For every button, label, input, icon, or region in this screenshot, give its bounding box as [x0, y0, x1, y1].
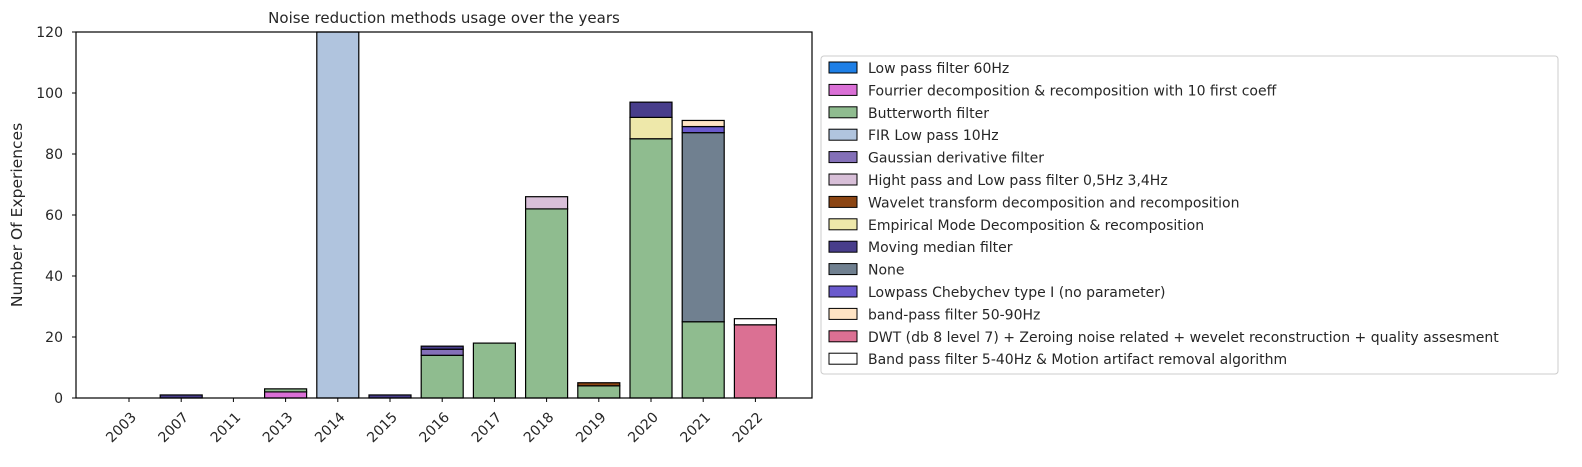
bar-segment: [681, 132, 725, 323]
legend-swatch: [828, 195, 858, 208]
legend-label: Empirical Mode Decomposition & recomposi…: [868, 218, 1204, 234]
legend-swatch: [828, 83, 858, 96]
y-tick-label: 60: [45, 208, 63, 224]
bar-segment: [733, 318, 778, 326]
legend-swatch: [828, 307, 858, 320]
legend-label: Fourrier decomposition & recomposition w…: [868, 83, 1277, 99]
x-tick-label: 2021: [678, 410, 715, 447]
x-tick-label: 2018: [521, 410, 558, 447]
y-tick-label: 20: [45, 330, 63, 346]
x-tick-label: 2011: [208, 410, 245, 447]
x-tick-label: 2019: [573, 410, 610, 447]
x-tick-label: 2020: [625, 410, 662, 447]
bar-segment: [681, 321, 725, 399]
x-tick-label: 2017: [469, 410, 506, 447]
bar-segment: [316, 31, 360, 399]
legend-label: Moving median filter: [868, 240, 1013, 256]
x-tick-label: 2007: [156, 410, 193, 447]
bar-segment: [420, 354, 464, 399]
legend-swatch: [828, 128, 858, 141]
y-tick-label: 120: [36, 25, 63, 41]
legend-label: Low pass filter 60Hz: [868, 61, 1009, 77]
bar-segment: [681, 125, 725, 134]
bar-segment: [524, 208, 569, 399]
bar-segment: [472, 342, 516, 399]
x-tick-label: 2003: [103, 410, 140, 447]
y-tick-label: 80: [45, 147, 63, 163]
x-tick-label: 2016: [417, 409, 454, 446]
y-axis: 0 20 40 60 80 100 120: [36, 25, 76, 407]
y-tick-label: 40: [45, 269, 63, 285]
bar-segment: [629, 116, 673, 140]
legend-swatch: [828, 263, 858, 276]
bars-layer: [159, 31, 778, 399]
bar-segment: [420, 345, 464, 350]
bar-segment: [629, 101, 673, 119]
legend-label: None: [868, 263, 905, 279]
legend-label: band-pass filter 50-90Hz: [868, 307, 1040, 323]
x-tick-label: 2015: [364, 410, 401, 447]
legend-swatch: [828, 330, 858, 343]
legend-label: Gaussian derivative filter: [868, 151, 1044, 167]
legend-swatch: [828, 240, 858, 253]
legend-swatch: [828, 151, 858, 164]
bar-segment: [524, 196, 569, 210]
legend-label: DWT (db 8 level 7) + Zeroing noise relat…: [868, 330, 1499, 346]
bar-segment: [629, 138, 673, 399]
bar-segment: [420, 348, 464, 356]
legend-label: Butterworth filter: [868, 106, 989, 122]
legend-label: Hight pass and Low pass filter 0,5Hz 3,4…: [868, 173, 1168, 189]
bar-segment: [264, 388, 308, 393]
bar-segment: [577, 385, 621, 399]
legend: Low pass filter 60Hz Fourrier decompositi…: [820, 55, 1559, 375]
x-tick-label: 2013: [260, 410, 297, 447]
legend-swatch: [828, 218, 858, 231]
legend-frame: [820, 55, 1559, 375]
y-axis-label: Number Of Experiences: [8, 123, 26, 307]
legend-label: Band pass filter 5-40Hz & Motion artifac…: [868, 352, 1287, 368]
legend-swatch: [828, 285, 858, 298]
legend-label: FIR Low pass 10Hz: [868, 128, 999, 144]
legend-swatch: [828, 61, 858, 74]
bar-segment: [681, 119, 725, 128]
bar-segment: [577, 382, 621, 387]
chart-title: Noise reduction methods usage over the y…: [268, 9, 620, 27]
x-axis: 2003 2007 2011 2013 2014 2015 2016 2017 2018 2019…: [103, 398, 766, 446]
legend-label: Lowpass Chebychev type I (no parameter): [868, 285, 1165, 301]
legend-label: Wavelet transform decomposition and reco…: [868, 195, 1239, 211]
x-tick-label: 2022: [730, 410, 767, 447]
y-tick-label: 0: [54, 391, 63, 407]
y-tick-label: 100: [36, 86, 63, 102]
x-tick-label: 2014: [312, 409, 349, 446]
legend-swatch: [828, 173, 858, 186]
bar-segment: [264, 391, 308, 399]
legend-swatch: [828, 352, 858, 365]
bar-segment: [733, 324, 778, 399]
legend-swatch: [828, 106, 858, 119]
